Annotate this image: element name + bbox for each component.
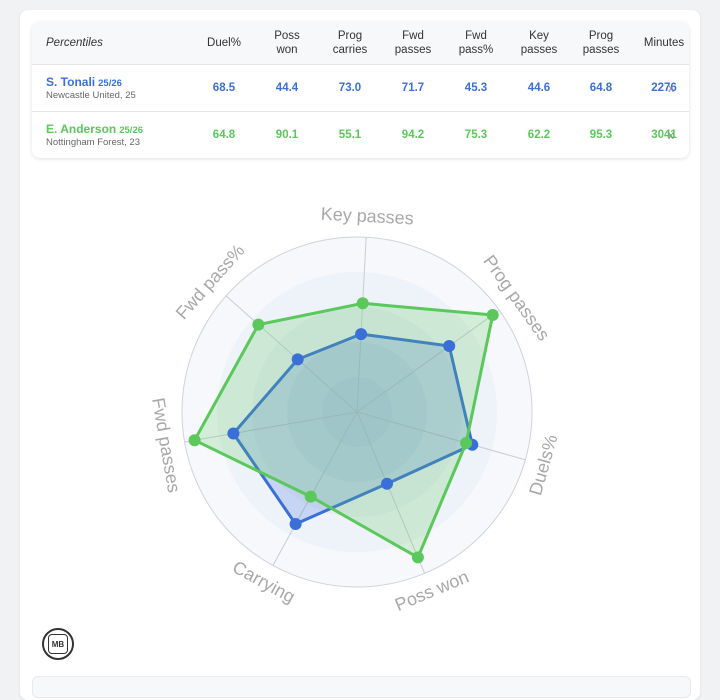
header-percentiles: Percentiles <box>46 37 103 49</box>
player-1-team: Newcastle United, 25 <box>46 90 136 101</box>
next-card-edge <box>32 676 691 698</box>
axis-label: Fwd passes <box>148 396 184 494</box>
player-1-name-text: S. Tonali <box>46 75 96 89</box>
radar-series-2-point <box>411 551 424 564</box>
mb-logo: MB <box>42 628 74 660</box>
player-2-prog-carries: 55.1 <box>338 129 362 141</box>
table-row-player-1: S. Tonali 25/26 Newcastle United, 25 68.5… <box>32 65 689 112</box>
player-1-duel-pct: 68.5 <box>212 82 236 94</box>
player-2-name-text: E. Anderson <box>46 122 117 136</box>
radar-spoke <box>356 411 426 574</box>
radar-series-1-point <box>291 353 304 366</box>
radar-series-1-point <box>227 427 240 440</box>
radar-spoke <box>356 237 367 413</box>
radar-series-1-point <box>355 328 368 341</box>
radar-series-2-point <box>460 437 473 449</box>
radar-series-2-point <box>304 490 317 503</box>
header-key-passes: Key passes <box>520 30 558 56</box>
radar-series-2-point <box>356 297 369 310</box>
table-row-player-2: E. Anderson 25/26 Nottingham Forest, 23 6… <box>32 112 689 158</box>
player-2-season: 25/26 <box>119 125 144 136</box>
radar-spoke <box>225 295 358 413</box>
player-2-minutes: 3041 <box>651 129 677 141</box>
header-fwd-pass-pct: Fwd pass% <box>458 30 494 56</box>
header-duel-pct: Duel% <box>207 37 241 49</box>
header-poss-won: Poss won <box>274 30 300 56</box>
player-1-key-passes: 44.6 <box>527 82 551 94</box>
radar-series-2-area <box>193 301 495 559</box>
header-fwd-passes: Fwd passes <box>394 30 432 56</box>
player-1-fwd-pass-pct: 45.3 <box>464 82 488 94</box>
player-1-minutes: 2276 <box>651 82 677 94</box>
remove-player-2-button[interactable]: x <box>668 128 674 142</box>
radar-spoke <box>184 411 358 443</box>
header-prog-carries: Prog carries <box>332 30 368 56</box>
player-2-fwd-passes: 94.2 <box>401 129 425 141</box>
radar-series-1-point <box>289 518 302 530</box>
axis-label: Key passes <box>320 204 414 229</box>
radar-series-2-point <box>486 309 499 321</box>
player-1-prog-carries: 73.0 <box>338 82 362 94</box>
header-minutes: Minutes <box>643 37 685 49</box>
player-2-name[interactable]: E. Anderson 25/26 <box>46 122 143 136</box>
mb-logo-text: MB <box>48 634 68 654</box>
radar-series-1-point <box>443 340 456 352</box>
player-2-prog-passes: 95.3 <box>589 129 613 141</box>
player-2-team: Nottingham Forest, 23 <box>46 137 140 148</box>
player-1-poss-won: 44.4 <box>275 82 299 94</box>
player-1-fwd-passes: 71.7 <box>401 82 425 94</box>
remove-player-1-button[interactable]: x <box>668 81 674 95</box>
radar-series-2-point <box>252 318 265 331</box>
header-prog-passes: Prog passes <box>582 30 620 56</box>
player-1-name[interactable]: S. Tonali 25/26 <box>46 75 122 89</box>
radar-series-2-point <box>188 434 201 447</box>
player-2-poss-won: 90.1 <box>275 129 299 141</box>
player-2-duel-pct: 64.8 <box>212 129 236 141</box>
radar-series-1-area <box>231 332 474 526</box>
radar-series-1-point <box>381 477 393 490</box>
radar-spoke <box>356 411 526 461</box>
radar-spoke <box>356 309 500 413</box>
player-1-season: 25/26 <box>98 78 122 89</box>
comparison-table: Percentiles Duel% Poss won Prog carries … <box>32 22 689 158</box>
radar-spoke <box>272 411 358 566</box>
player-2-fwd-pass-pct: 75.3 <box>464 129 488 141</box>
player-2-key-passes: 62.2 <box>527 129 551 141</box>
player-1-prog-passes: 64.8 <box>589 82 613 94</box>
table-header: Percentiles Duel% Poss won Prog carries … <box>32 22 689 65</box>
axis-label: Duels% <box>525 432 561 497</box>
